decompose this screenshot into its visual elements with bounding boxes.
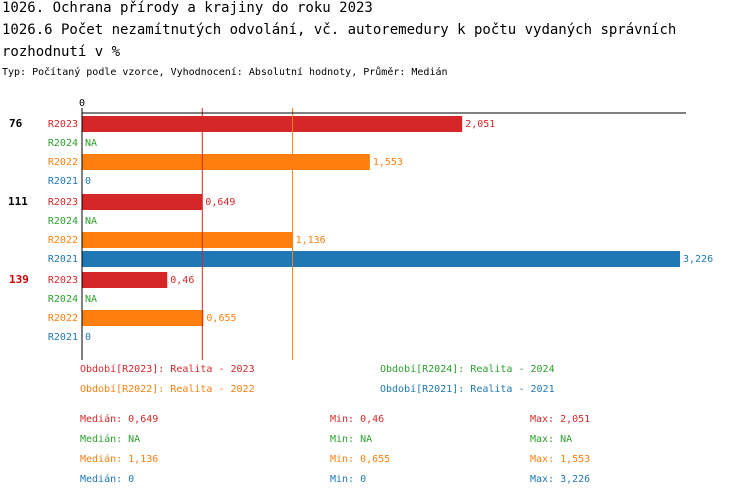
data-label: 0 <box>85 332 91 343</box>
group-label: 76 <box>9 117 23 130</box>
legend-item: Období[R2023]: Realita - 2023 <box>80 364 255 375</box>
bar <box>82 310 204 326</box>
stat-min: Min: 0,655 <box>330 454 391 465</box>
data-label: 2,051 <box>465 119 495 130</box>
series-label: R2023 <box>48 275 78 286</box>
legend-item: Období[R2021]: Realita - 2021 <box>380 384 555 395</box>
series-label: R2022 <box>48 235 78 246</box>
stat-median: Medián: 0,649 <box>80 414 159 425</box>
stat-median: Medián: NA <box>80 434 141 445</box>
data-label: 0,649 <box>205 197 235 208</box>
data-label: 0,655 <box>206 313 236 324</box>
stat-min: Min: 0 <box>330 474 367 485</box>
series-label: R2023 <box>48 119 78 130</box>
chart-title-line-1: 1026.6 Počet nezamítnutých odvolání, vč.… <box>2 22 677 38</box>
data-label: 0,46 <box>170 275 194 286</box>
page-title: 1026. Ochrana přírody a krajiny do roku … <box>2 0 373 16</box>
chart-subtitle: Typ: Počítaný podle vzorce, Vyhodnocení:… <box>2 67 448 78</box>
series-label: R2022 <box>48 313 78 324</box>
group-label: 111 <box>8 195 28 208</box>
bar <box>82 251 680 267</box>
stat-max: Max: NA <box>530 434 573 445</box>
group-label: 139 <box>9 273 29 286</box>
stat-median: Medián: 0 <box>80 474 135 485</box>
stat-max: Max: 3,226 <box>530 474 591 485</box>
bar <box>82 272 168 288</box>
stat-min: Min: NA <box>330 434 373 445</box>
series-label: R2024 <box>48 138 78 149</box>
chart-title-line-2: rozhodnutí v % <box>2 44 121 60</box>
series-label: R2022 <box>48 157 78 168</box>
series-label: R2021 <box>48 332 78 343</box>
data-label: 1,136 <box>296 235 326 246</box>
bar <box>82 154 370 170</box>
data-label: NA <box>85 216 97 227</box>
series-label: R2024 <box>48 216 78 227</box>
bar-chart: 76 R2023 2,051 R2024 NA R2022 1,553 R2021 0 111 R2… <box>8 98 713 360</box>
stat-max: Max: 1,553 <box>530 454 591 465</box>
data-label: NA <box>85 294 97 305</box>
bar <box>82 232 293 248</box>
stat-max: Max: 2,051 <box>530 414 591 425</box>
series-label: R2024 <box>48 294 78 305</box>
x-axis-origin-label: 0 <box>79 98 85 109</box>
stat-min: Min: 0,46 <box>330 414 385 425</box>
data-label: 3,226 <box>683 254 713 265</box>
series-label: R2021 <box>48 176 78 187</box>
data-label: 1,553 <box>373 157 403 168</box>
bar <box>82 194 203 210</box>
legend-item: Období[R2024]: Realita - 2024 <box>380 364 555 375</box>
bar <box>82 116 463 132</box>
data-label: NA <box>85 138 97 149</box>
series-label: R2023 <box>48 197 78 208</box>
series-label: R2021 <box>48 254 78 265</box>
legend-item: Období[R2022]: Realita - 2022 <box>80 384 255 395</box>
data-label: 0 <box>85 176 91 187</box>
stat-median: Medián: 1,136 <box>80 454 159 465</box>
